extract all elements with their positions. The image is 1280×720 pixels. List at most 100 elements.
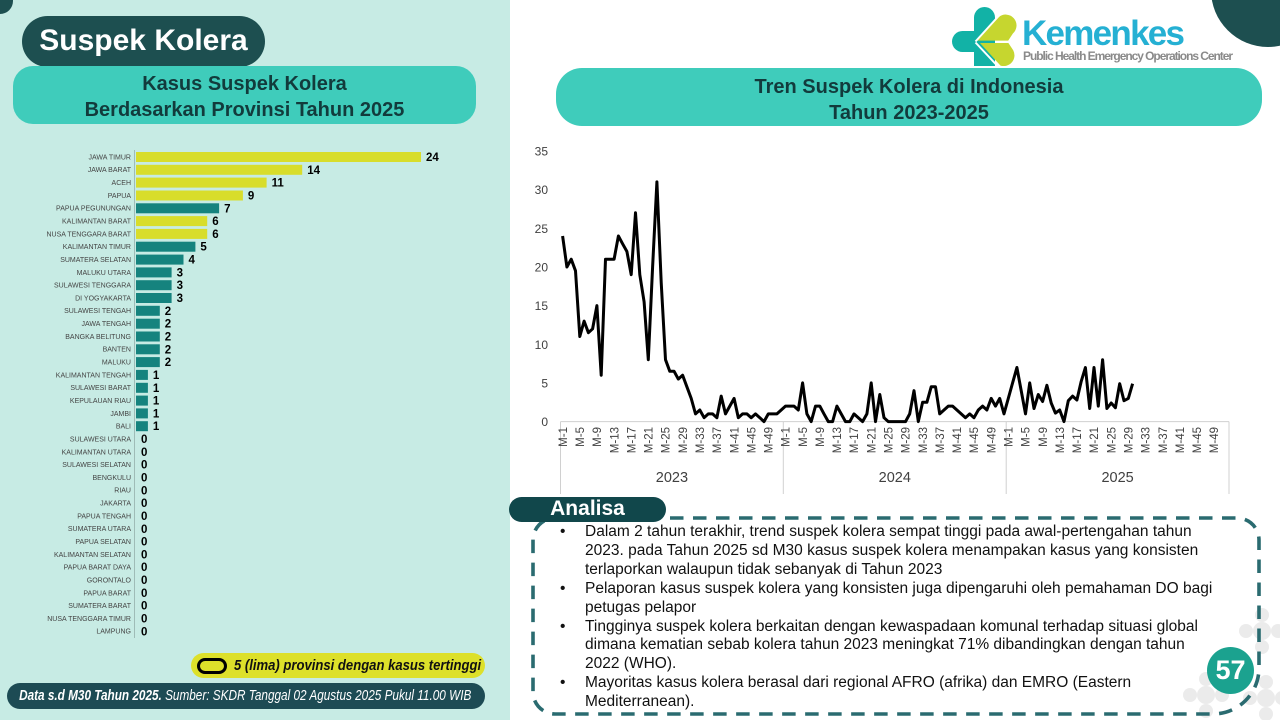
svg-text:KEPULAUAN RIAU: KEPULAUAN RIAU — [70, 398, 131, 405]
svg-text:9: 9 — [248, 191, 254, 203]
svg-text:0: 0 — [141, 588, 147, 600]
svg-text:3: 3 — [177, 293, 183, 305]
svg-text:M-17: M-17 — [1072, 427, 1084, 453]
svg-text:7: 7 — [224, 203, 230, 215]
svg-text:NUSA TENGGARA BARAT: NUSA TENGGARA BARAT — [46, 231, 131, 238]
svg-text:M-49: M-49 — [764, 427, 776, 453]
svg-text:5: 5 — [200, 242, 207, 254]
svg-text:PAPUA: PAPUA — [108, 193, 132, 200]
svg-text:0: 0 — [141, 447, 147, 459]
svg-text:Public Health Emergency Operat: Public Health Emergency Operations Cente… — [1023, 49, 1233, 63]
svg-text:MALUKU: MALUKU — [102, 360, 131, 367]
svg-text:M-13: M-13 — [832, 427, 844, 453]
svg-text:GORONTALO: GORONTALO — [87, 578, 132, 585]
svg-text:M-13: M-13 — [1055, 427, 1067, 453]
svg-text:JAWA BARAT: JAWA BARAT — [88, 167, 132, 174]
svg-text:6: 6 — [212, 216, 218, 228]
svg-text:1: 1 — [153, 383, 160, 395]
svg-text:20: 20 — [535, 261, 549, 275]
svg-text:M-41: M-41 — [729, 427, 741, 453]
svg-text:1: 1 — [153, 370, 160, 382]
svg-text:15: 15 — [535, 299, 549, 313]
svg-text:11: 11 — [272, 178, 285, 190]
svg-text:SULAWESI UTARA: SULAWESI UTARA — [70, 436, 131, 443]
svg-text:PAPUA BARAT: PAPUA BARAT — [83, 590, 131, 597]
svg-text:M-41: M-41 — [1175, 427, 1187, 453]
svg-text:30: 30 — [535, 183, 549, 197]
svg-text:0: 0 — [141, 485, 147, 497]
svg-text:M-21: M-21 — [644, 427, 656, 453]
svg-text:PAPUA BARAT DAYA: PAPUA BARAT DAYA — [64, 565, 132, 572]
svg-text:1: 1 — [153, 396, 160, 408]
svg-text:SUMATERA SELATAN: SUMATERA SELATAN — [60, 257, 131, 264]
svg-text:0: 0 — [141, 498, 147, 510]
svg-text:M-5: M-5 — [798, 427, 810, 447]
svg-text:ACEH: ACEH — [112, 180, 131, 187]
svg-text:M-45: M-45 — [969, 427, 981, 453]
svg-text:KALIMANTAN SELATAN: KALIMANTAN SELATAN — [54, 552, 131, 559]
svg-text:M-49: M-49 — [986, 427, 998, 453]
svg-text:JAMBI: JAMBI — [110, 411, 131, 418]
svg-text:SUMATERA BARAT: SUMATERA BARAT — [68, 603, 131, 610]
svg-text:0: 0 — [141, 524, 147, 536]
svg-text:M-45: M-45 — [746, 427, 758, 453]
svg-text:M-9: M-9 — [592, 427, 604, 447]
svg-text:M-13: M-13 — [609, 427, 621, 453]
svg-text:M-37: M-37 — [935, 427, 947, 453]
svg-text:25: 25 — [535, 222, 549, 236]
svg-text:1: 1 — [153, 421, 160, 433]
svg-text:M-33: M-33 — [695, 427, 707, 453]
svg-text:M-21: M-21 — [1089, 427, 1101, 453]
svg-text:3: 3 — [177, 267, 183, 279]
svg-text:LAMPUNG: LAMPUNG — [96, 629, 131, 636]
svg-text:M-17: M-17 — [849, 427, 861, 453]
svg-text:PAPUA PEGUNUNGAN: PAPUA PEGUNUNGAN — [56, 206, 131, 213]
svg-text:M-45: M-45 — [1192, 427, 1204, 453]
svg-text:JAWA TENGAH: JAWA TENGAH — [81, 321, 131, 328]
svg-text:0: 0 — [141, 562, 147, 574]
svg-text:M-49: M-49 — [1209, 427, 1221, 453]
svg-text:2023: 2023 — [656, 470, 688, 486]
svg-text:2025: 2025 — [1101, 470, 1133, 486]
svg-text:3: 3 — [177, 280, 183, 292]
svg-text:24: 24 — [426, 152, 439, 164]
svg-text:0: 0 — [141, 460, 147, 472]
svg-text:SULAWESI SELATAN: SULAWESI SELATAN — [62, 462, 131, 469]
svg-text:0: 0 — [141, 537, 147, 549]
svg-text:BALI: BALI — [116, 424, 131, 431]
svg-text:BENGKULU: BENGKULU — [92, 475, 131, 482]
svg-text:4: 4 — [189, 255, 196, 267]
svg-text:6: 6 — [212, 229, 218, 241]
svg-text:M-33: M-33 — [1141, 427, 1153, 453]
svg-text:M-29: M-29 — [678, 427, 690, 453]
svg-text:M-17: M-17 — [626, 427, 638, 453]
svg-text:M-1: M-1 — [781, 427, 793, 447]
svg-text:M-29: M-29 — [901, 427, 913, 453]
svg-text:M-1: M-1 — [558, 427, 570, 447]
svg-text:2: 2 — [165, 357, 171, 369]
svg-text:0: 0 — [141, 511, 147, 523]
svg-text:0: 0 — [141, 626, 147, 638]
svg-text:M-29: M-29 — [1124, 427, 1136, 453]
svg-text:2: 2 — [165, 344, 171, 356]
svg-text:M-5: M-5 — [575, 427, 587, 447]
svg-text:14: 14 — [307, 165, 320, 177]
svg-text:SULAWESI TENGAH: SULAWESI TENGAH — [64, 308, 131, 315]
svg-text:2: 2 — [165, 319, 171, 331]
svg-text:M-37: M-37 — [1158, 427, 1170, 453]
svg-text:KALIMANTAN TIMUR: KALIMANTAN TIMUR — [63, 244, 131, 251]
svg-text:JAWA TIMUR: JAWA TIMUR — [88, 154, 131, 161]
svg-text:PAPUA SELATAN: PAPUA SELATAN — [75, 539, 131, 546]
svg-text:0: 0 — [141, 473, 147, 485]
svg-text:2024: 2024 — [879, 470, 911, 486]
svg-text:5: 5 — [541, 377, 548, 391]
svg-text:M-41: M-41 — [952, 427, 964, 453]
svg-text:KALIMANTAN TENGAH: KALIMANTAN TENGAH — [56, 372, 131, 379]
svg-text:M-37: M-37 — [712, 427, 724, 453]
svg-text:NUSA TENGGARA TIMUR: NUSA TENGGARA TIMUR — [47, 616, 131, 623]
svg-text:JAKARTA: JAKARTA — [100, 501, 131, 508]
svg-text:BANGKA BELITUNG: BANGKA BELITUNG — [65, 334, 131, 341]
svg-text:2: 2 — [165, 306, 171, 318]
svg-text:M-9: M-9 — [815, 427, 827, 447]
svg-text:Kemenkes: Kemenkes — [1022, 14, 1185, 53]
